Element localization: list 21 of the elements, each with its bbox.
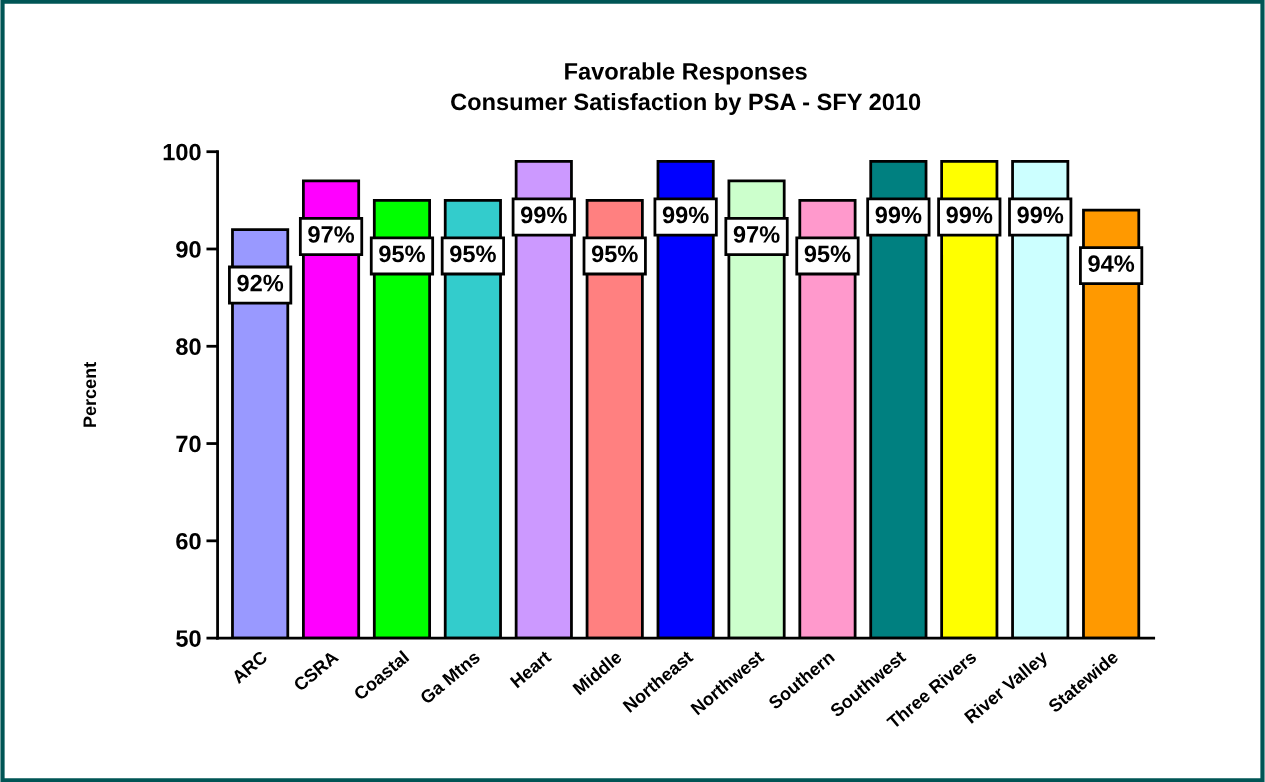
data-label: 97% [308,226,355,243]
data-label: 99% [662,206,709,224]
y-tick-label: 100 [163,143,201,161]
data-label: 99% [875,206,922,224]
y-tick-label: 50 [176,630,201,647]
data-label: 99% [520,206,567,224]
data-label: 95% [591,245,638,263]
data-label: 95% [450,245,496,263]
y-tick-label: 60 [176,532,201,550]
data-label: 92% [237,274,284,292]
data-label: 94% [1088,255,1135,272]
y-tick-label: 80 [176,338,201,356]
data-label: 95% [379,245,425,263]
data-label: 95% [804,245,851,263]
y-axis-title: Percent [83,362,97,427]
data-label: 97% [733,226,780,243]
y-tick-label: 70 [176,435,201,453]
data-label: 99% [1017,206,1064,224]
y-tick-label: 90 [176,241,201,258]
chart-title: Favorable Responses Consumer Satisfaction by PSA - SFY 2010 [451,62,921,115]
data-label: 99% [946,206,993,224]
